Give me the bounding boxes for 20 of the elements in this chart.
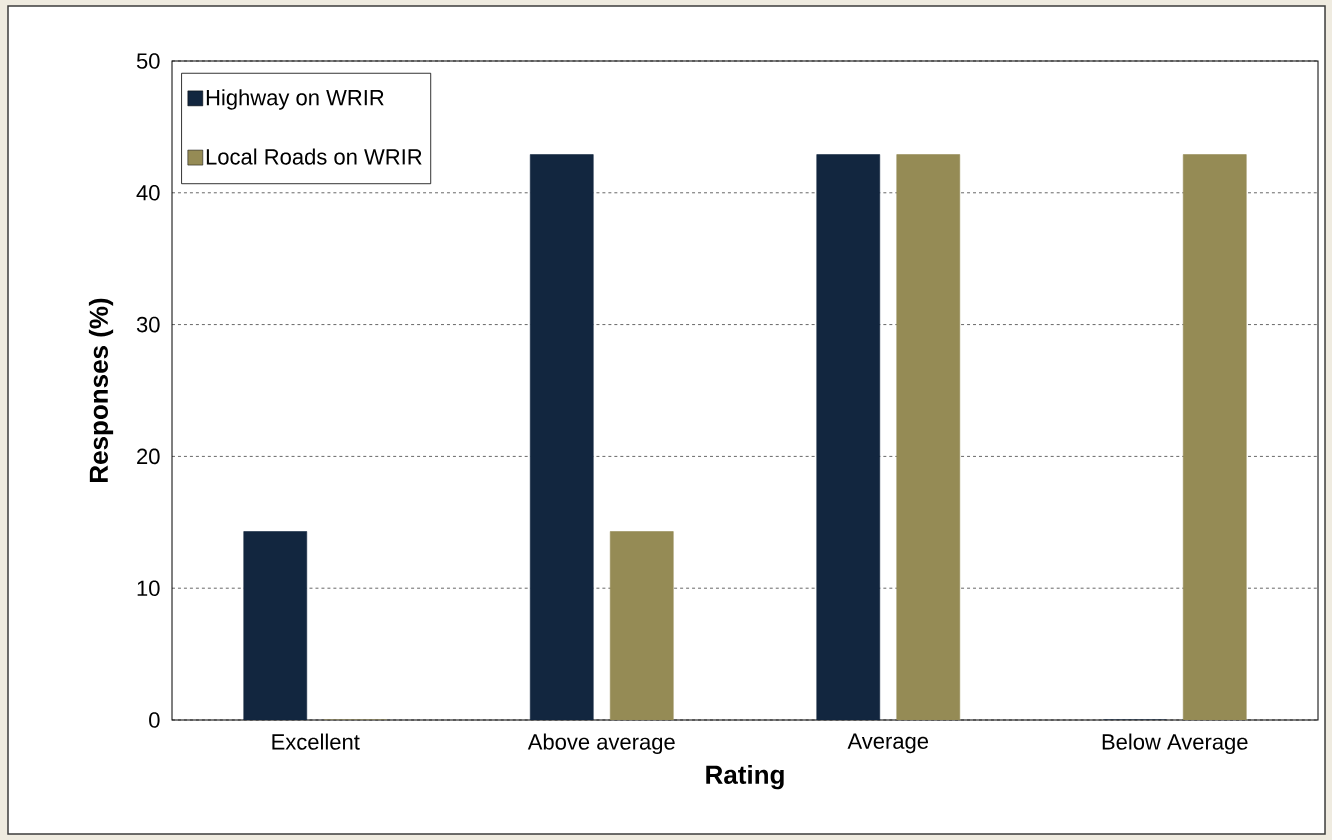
- x-tick-label: Below Average: [1102, 733, 1248, 755]
- y-tick-label: 50: [136, 53, 160, 69]
- x-tick-label: Above average: [527, 733, 675, 755]
- y-tick-label: 40: [136, 185, 160, 201]
- bar: [609, 531, 674, 720]
- bar: [1182, 154, 1247, 720]
- legend-label: Highway on WRIR: [206, 89, 384, 110]
- x-tick-label: Excellent: [272, 733, 360, 750]
- y-axis-title: Responses (%): [88, 298, 114, 482]
- y-tick-label: 20: [137, 448, 160, 465]
- bar: [816, 154, 881, 720]
- x-tick-label: Average: [847, 733, 929, 754]
- y-tick-label: 0: [149, 712, 160, 728]
- x-axis-title: Rating: [706, 764, 784, 790]
- y-tick-label: 30: [136, 316, 160, 333]
- bar: [243, 531, 308, 720]
- bar: [529, 154, 594, 720]
- y-tick-label: 10: [137, 580, 160, 596]
- bar: [896, 154, 961, 720]
- legend-label: Local Roads on WRIR: [206, 148, 422, 165]
